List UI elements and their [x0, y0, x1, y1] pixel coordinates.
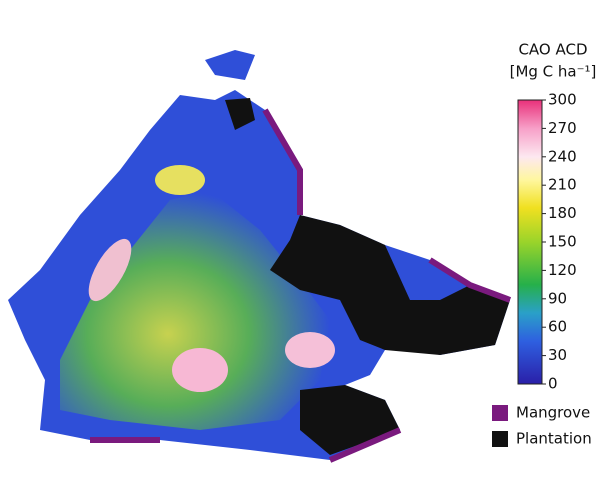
mangrove-edge [90, 108, 512, 463]
tick-label: 240 [548, 147, 577, 165]
high-carbon [155, 165, 205, 195]
map-area [8, 50, 512, 463]
tick-label: 210 [548, 176, 577, 194]
tick-label: 300 [548, 91, 577, 109]
plantation-area [270, 215, 510, 355]
tick-label: 180 [548, 204, 577, 222]
legend-swatch [492, 431, 508, 447]
high-carbon [88, 238, 132, 302]
high-carbon [285, 332, 335, 368]
tick-label: 90 [548, 289, 567, 307]
legend-swatch [492, 405, 508, 421]
legend-label: Plantation [516, 430, 592, 448]
tick-label: 150 [548, 233, 577, 251]
colorbar-unit: [Mg C ha⁻¹] [510, 63, 597, 81]
tick-label: 0 [548, 375, 558, 393]
legend: Mangrove Plantation [492, 404, 592, 448]
high-carbon [172, 348, 228, 392]
colorbar-ticks: 0 30 60 90 120 150 180 210 240 270 300 [542, 91, 577, 393]
region-vegetation [60, 190, 330, 430]
colorbar [517, 99, 543, 385]
colorbar-title: CAO ACD [518, 41, 587, 59]
tick-label: 270 [548, 119, 577, 137]
tick-label: 30 [548, 346, 567, 364]
plantation-area [225, 98, 255, 130]
legend-label: Mangrove [516, 404, 590, 422]
island [205, 50, 255, 80]
tick-label: 60 [548, 318, 567, 336]
tick-label: 120 [548, 261, 577, 279]
